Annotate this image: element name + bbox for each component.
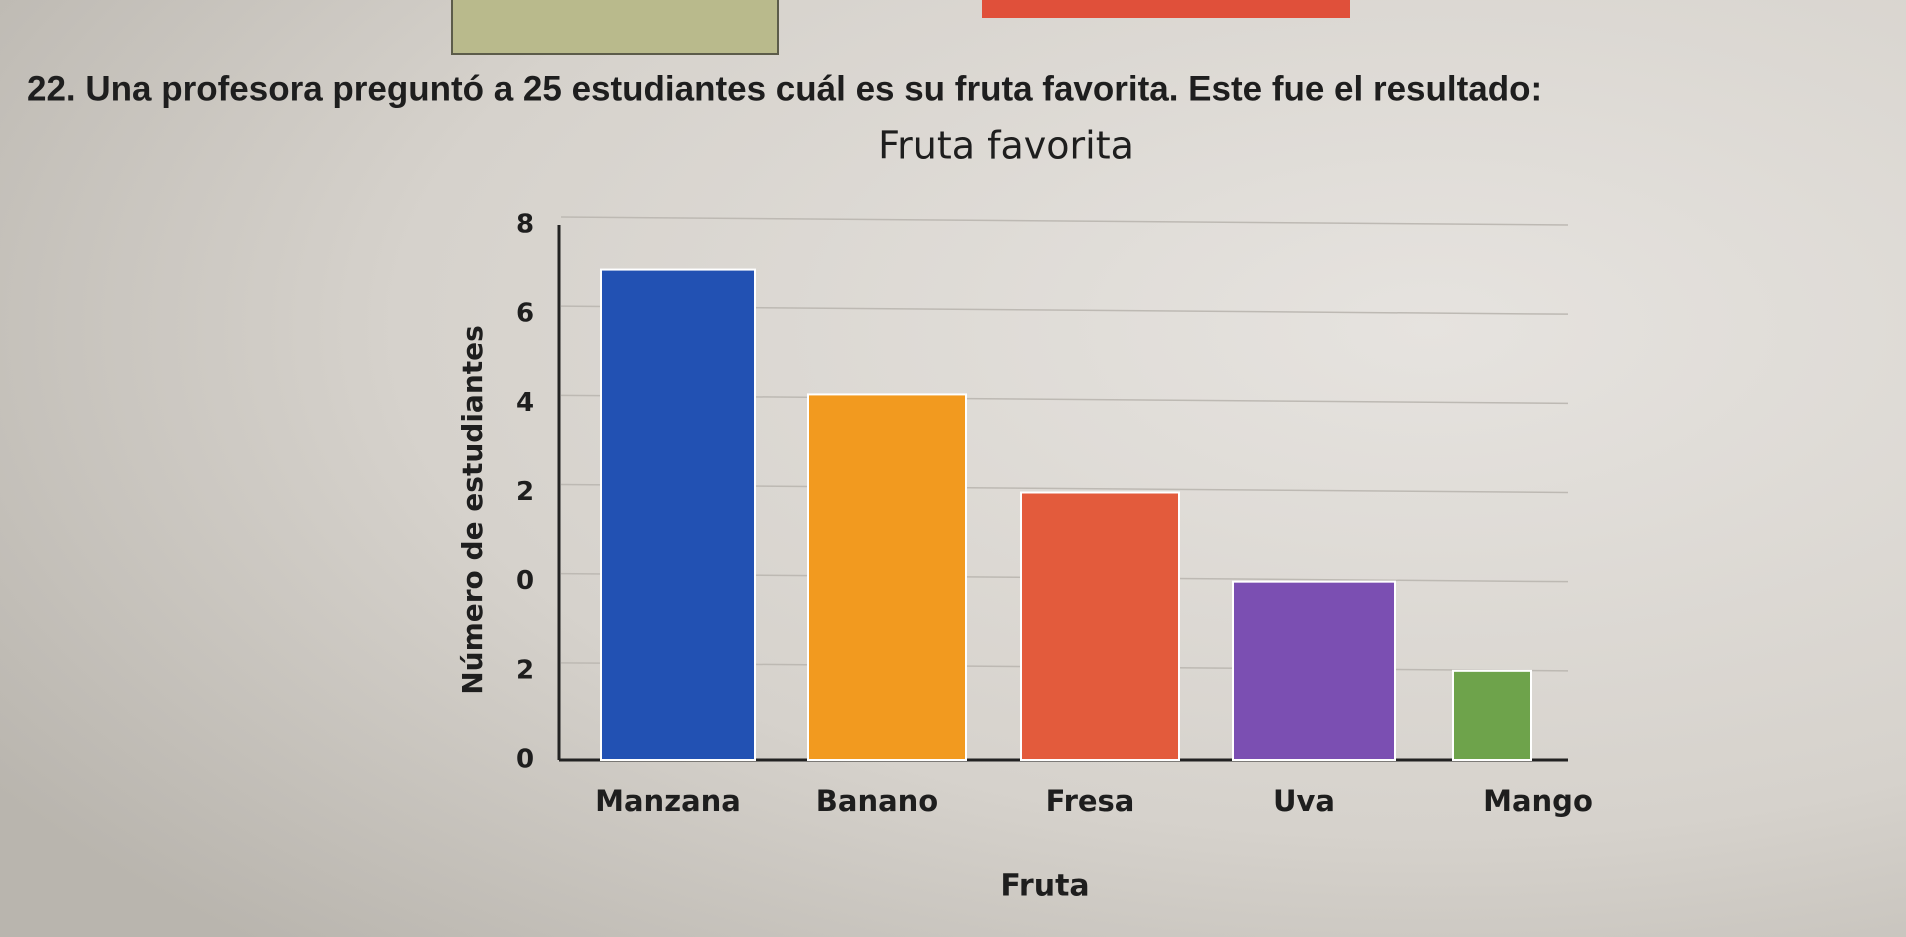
y-tick-label: 4 [516,388,534,418]
y-tick-label: 2 [516,655,534,685]
bar [1452,669,1532,761]
chart-title: Fruta favorita [878,124,1134,168]
y-tick-label: 6 [516,299,534,329]
previous-figure [451,0,779,55]
y-tick-label: 2 [516,477,534,507]
y-tick-label: 0 [516,745,534,775]
bar [600,268,756,761]
y-tick-label: 8 [516,210,534,240]
x-tick-label: Fresa [1046,784,1135,818]
x-tick-label: Mango [1483,784,1593,818]
x-tick-label: Uva [1273,784,1335,818]
x-tick-label: Manzana [595,784,741,818]
bar [807,393,967,761]
previous-figure [982,0,1350,18]
bar [1232,580,1396,762]
bar [1020,491,1180,761]
grid-line [560,216,1569,226]
x-tick-label: Banano [816,784,938,818]
y-tick-label: 0 [516,566,534,596]
question: 22. Una profesora preguntó a 25 estudian… [27,69,1542,108]
x-axis-label: Fruta [1000,869,1089,904]
y-axis-label: Número de estudiantes [456,325,489,695]
